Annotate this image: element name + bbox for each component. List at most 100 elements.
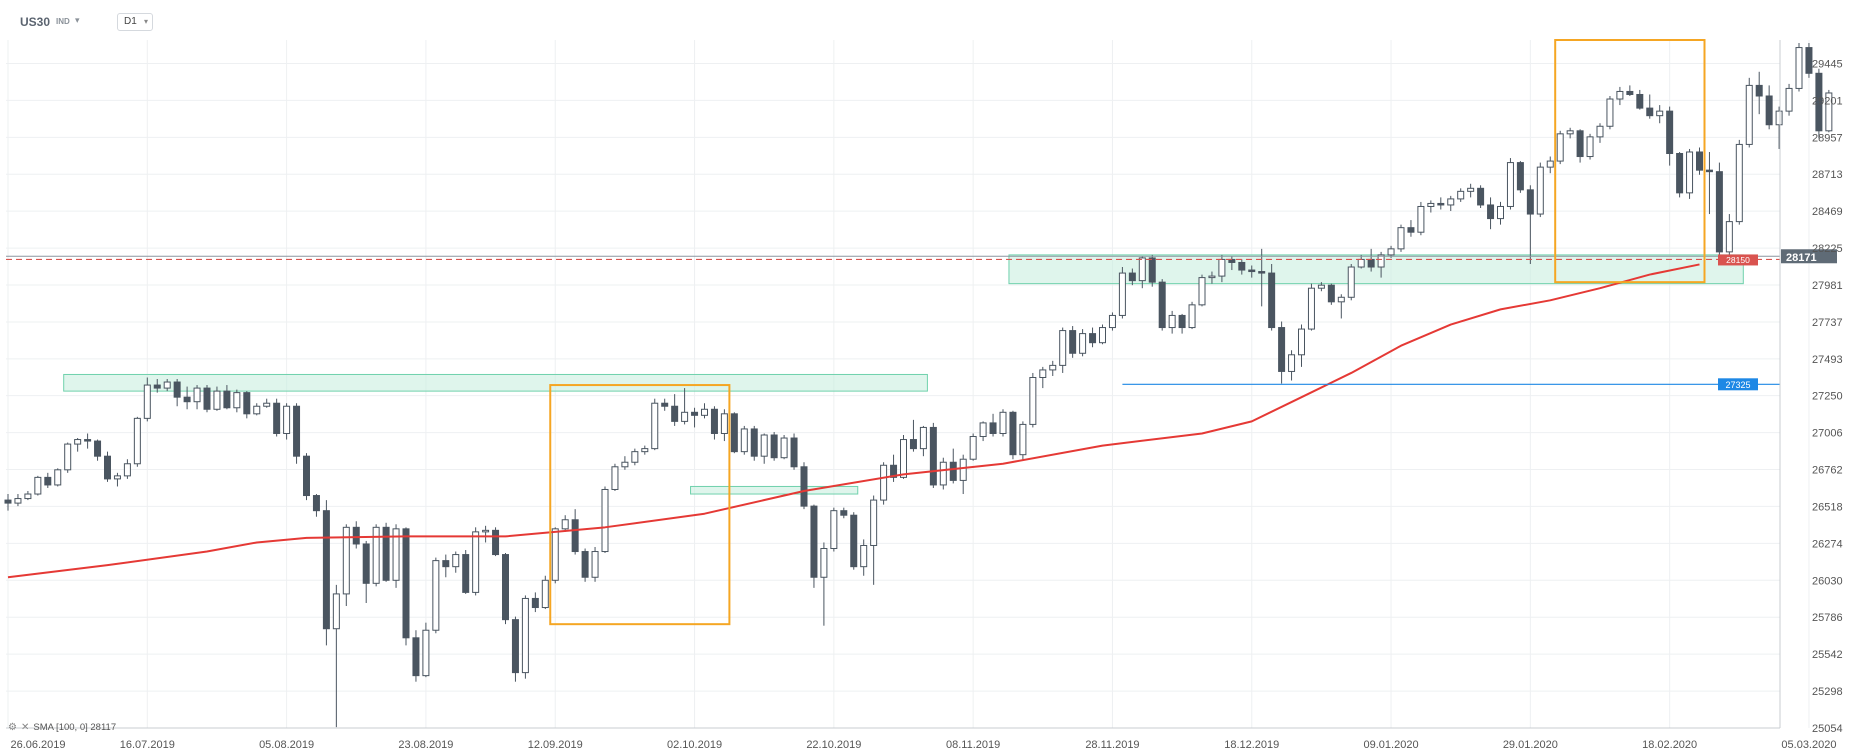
candle-body-down bbox=[1666, 110, 1674, 155]
candle bbox=[1805, 43, 1813, 78]
candle-body-down bbox=[362, 543, 370, 584]
candle bbox=[1715, 162, 1723, 257]
candle bbox=[979, 421, 987, 442]
candle bbox=[989, 413, 997, 437]
candle-body-down bbox=[223, 390, 231, 409]
candle-body-up bbox=[1735, 143, 1743, 223]
candle bbox=[1725, 214, 1733, 260]
candle-body-down bbox=[382, 526, 390, 581]
candle bbox=[54, 468, 62, 487]
x-tick-label: 02.10.2019 bbox=[667, 739, 722, 751]
candle-body-up bbox=[959, 458, 967, 481]
candle bbox=[1646, 94, 1654, 119]
candle bbox=[283, 403, 291, 440]
candle bbox=[521, 595, 529, 679]
candle-body-up bbox=[1029, 376, 1037, 425]
candle bbox=[730, 412, 738, 454]
candle-body-down bbox=[840, 510, 848, 516]
candle-body-up bbox=[163, 381, 171, 389]
candle-body-up bbox=[1497, 205, 1504, 220]
candle-body-up bbox=[1825, 92, 1833, 132]
candle bbox=[1417, 201, 1425, 236]
candle bbox=[1506, 158, 1514, 210]
candle bbox=[1278, 321, 1286, 384]
candle bbox=[969, 433, 977, 461]
candle bbox=[740, 425, 748, 455]
candle-body-up bbox=[1118, 272, 1126, 316]
candle-body-up bbox=[1019, 423, 1027, 456]
candle-body-up bbox=[1745, 84, 1753, 145]
candle-body-up bbox=[133, 417, 141, 465]
candle-body-down bbox=[1636, 93, 1644, 109]
indicator-legend[interactable]: ⚙ ✕ SMA [100, 0] 28117 bbox=[8, 722, 116, 733]
candle-body-up bbox=[1337, 296, 1345, 303]
candle-body-down bbox=[312, 495, 320, 512]
candle-body-up bbox=[1188, 304, 1196, 329]
box-left bbox=[549, 384, 731, 626]
candle bbox=[492, 527, 500, 557]
candle-body-up bbox=[1457, 190, 1465, 200]
candle-body-up bbox=[860, 544, 868, 568]
timeframe-select[interactable]: D1 ▾ bbox=[117, 13, 153, 31]
candle-body-down bbox=[1009, 411, 1017, 456]
candle bbox=[621, 456, 629, 470]
candle bbox=[263, 398, 271, 408]
candle bbox=[133, 416, 141, 467]
candle bbox=[790, 433, 798, 470]
candle-body-up bbox=[1417, 205, 1425, 233]
candle bbox=[1556, 130, 1564, 165]
candle-body-down bbox=[1258, 271, 1266, 274]
y-tick-label: 27493 bbox=[1812, 354, 1843, 366]
zone-mid bbox=[690, 485, 859, 495]
candle-body-down bbox=[4, 499, 12, 504]
candle bbox=[1467, 183, 1475, 198]
candle bbox=[581, 548, 589, 582]
indicator-label: SMA [100, 0] 28117 bbox=[33, 722, 117, 733]
candle bbox=[1785, 83, 1793, 116]
candle bbox=[4, 494, 12, 511]
candle-body-up bbox=[422, 629, 430, 677]
candle-body-up bbox=[24, 493, 32, 500]
current-price-tag bbox=[1781, 249, 1837, 264]
chevron-down-icon[interactable]: ▾ bbox=[75, 15, 80, 25]
candle bbox=[1118, 267, 1126, 319]
close-icon[interactable]: ✕ bbox=[20, 722, 30, 733]
candle bbox=[243, 391, 251, 419]
candle bbox=[701, 403, 708, 419]
candle-body-down bbox=[581, 551, 589, 578]
candles bbox=[4, 43, 1833, 728]
candle bbox=[830, 507, 838, 552]
candle bbox=[1457, 188, 1465, 202]
candle bbox=[1676, 151, 1684, 198]
symbol-label[interactable]: US30 bbox=[20, 15, 51, 29]
candle bbox=[1059, 327, 1067, 373]
candle bbox=[1586, 133, 1594, 160]
candle-body-up bbox=[233, 392, 241, 409]
candle bbox=[541, 575, 549, 610]
candle bbox=[412, 630, 420, 682]
candle-body-up bbox=[651, 402, 659, 450]
candle bbox=[1307, 283, 1315, 331]
candle-body-up bbox=[1775, 110, 1783, 126]
box-right bbox=[1554, 39, 1706, 284]
candle bbox=[223, 385, 231, 410]
candle-body-up bbox=[1566, 130, 1574, 135]
candle-body-up bbox=[880, 464, 888, 501]
candle-body-up bbox=[521, 597, 529, 674]
candle bbox=[482, 525, 490, 543]
candle-body-down bbox=[273, 402, 281, 434]
y-tick-label: 27981 bbox=[1812, 280, 1843, 292]
candle-body-down bbox=[730, 413, 738, 453]
candle bbox=[1208, 271, 1216, 284]
candle-body-down bbox=[691, 411, 699, 416]
candle bbox=[1108, 312, 1116, 331]
settings-icon[interactable]: ⚙ bbox=[8, 722, 17, 733]
candle bbox=[860, 539, 868, 576]
candle-body-up bbox=[1785, 87, 1793, 112]
candle bbox=[362, 540, 370, 603]
candle-body-down bbox=[1128, 272, 1136, 282]
market-label[interactable]: IND bbox=[56, 17, 70, 26]
candle-body-down bbox=[1705, 169, 1713, 173]
candle bbox=[452, 551, 460, 573]
